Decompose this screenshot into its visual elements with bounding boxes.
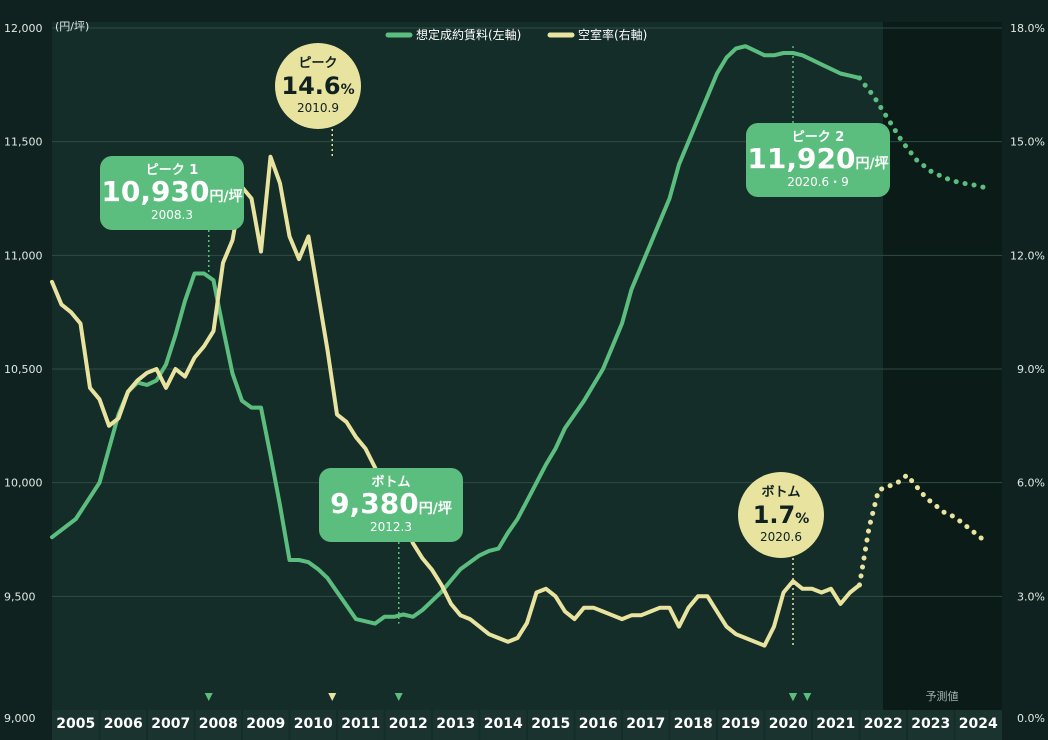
x-tick-label: 2013 <box>436 716 475 732</box>
x-tick-label: 2007 <box>151 716 190 732</box>
callout-value: 10,930円/坪 <box>101 175 242 208</box>
event-marker-icon <box>394 693 403 701</box>
right-tick-label: 0.0% <box>1017 712 1045 725</box>
x-tick-label: 2024 <box>959 716 998 732</box>
forecast-region <box>883 22 1002 710</box>
callout-label: ボトム <box>761 484 800 500</box>
x-tick-label: 2015 <box>531 716 570 732</box>
callout-value: 1.7% <box>753 501 810 529</box>
right-tick-label: 6.0% <box>1017 477 1045 490</box>
forecast-label: 予測値 <box>926 689 959 703</box>
right-tick-label: 3.0% <box>1017 590 1045 603</box>
x-tick-label: 2014 <box>484 716 523 732</box>
series-line-vacancy <box>50 154 862 648</box>
x-tick-label: 2009 <box>246 716 285 732</box>
callout-label: ピーク <box>298 56 337 71</box>
x-tick-label: 2008 <box>199 716 238 732</box>
left-tick-label: 10,500 <box>4 363 43 376</box>
x-tick-label: 2011 <box>341 716 380 732</box>
x-tick-label: 2018 <box>674 716 713 732</box>
callout-value: 14.6% <box>281 72 354 100</box>
callout-date: 2010.9 <box>297 101 339 115</box>
legend-label-rent: 想定成約賃料(左軸) <box>416 27 521 42</box>
event-marker-icon <box>204 693 213 701</box>
forecast-line-rent <box>857 75 986 190</box>
left-tick-label: 9,500 <box>4 590 36 603</box>
right-tick-label: 9.0% <box>1017 363 1045 376</box>
x-tick-label: 2023 <box>911 716 950 732</box>
left-tick-label: 10,000 <box>4 477 43 490</box>
x-tick-label: 2005 <box>56 716 95 732</box>
event-marker-icon <box>789 693 797 701</box>
x-tick-label: 2020 <box>769 716 808 732</box>
callout-box <box>100 156 244 230</box>
callout-date: 2008.3 <box>151 208 193 222</box>
x-tick-label: 2017 <box>626 716 665 732</box>
right-tick-label: 15.0% <box>1010 136 1045 149</box>
callout-value: 9,380円/坪 <box>330 487 452 520</box>
left-tick-label: 11,000 <box>4 249 43 262</box>
left-tick-label: 12,000 <box>4 22 43 35</box>
x-tick-label: 2010 <box>294 716 333 732</box>
event-marker-icon <box>328 693 337 701</box>
event-marker-icon <box>803 693 812 701</box>
left-tick-label: 11,500 <box>4 136 43 149</box>
left-axis-unit: (円/坪) <box>55 20 89 33</box>
callout-bubble <box>738 472 824 558</box>
legend: 想定成約賃料(左軸) 空室率(右軸) <box>385 27 647 42</box>
x-tick-label: 2021 <box>816 716 855 732</box>
callout-box <box>319 468 463 542</box>
callout-date: 2020.6 <box>760 530 802 544</box>
right-tick-label: 18.0% <box>1010 22 1045 35</box>
callout-value: 11,920円/坪 <box>747 142 888 175</box>
left-tick-label: 9,000 <box>4 712 36 725</box>
series-line-rent <box>50 44 862 626</box>
callout-date: 2012.3 <box>370 520 412 534</box>
callout-box <box>746 123 890 197</box>
legend-label-vacancy: 空室率(右軸) <box>578 27 647 42</box>
callout-label: ピーク 1 <box>146 163 199 178</box>
x-tick-label: 2006 <box>104 716 143 732</box>
callout-bubble <box>275 43 361 129</box>
x-tick-label: 2022 <box>864 716 903 732</box>
right-tick-label: 12.0% <box>1010 249 1045 262</box>
x-tick-label: 2019 <box>721 716 760 732</box>
callout-label: ボトム <box>371 474 410 490</box>
callout-date: 2020.6・9 <box>787 175 849 189</box>
x-tick-label: 2016 <box>579 716 618 732</box>
callout-label: ピーク 2 <box>792 130 845 145</box>
x-tick-label: 2012 <box>389 716 428 732</box>
forecast-line-vacancy <box>857 472 986 588</box>
